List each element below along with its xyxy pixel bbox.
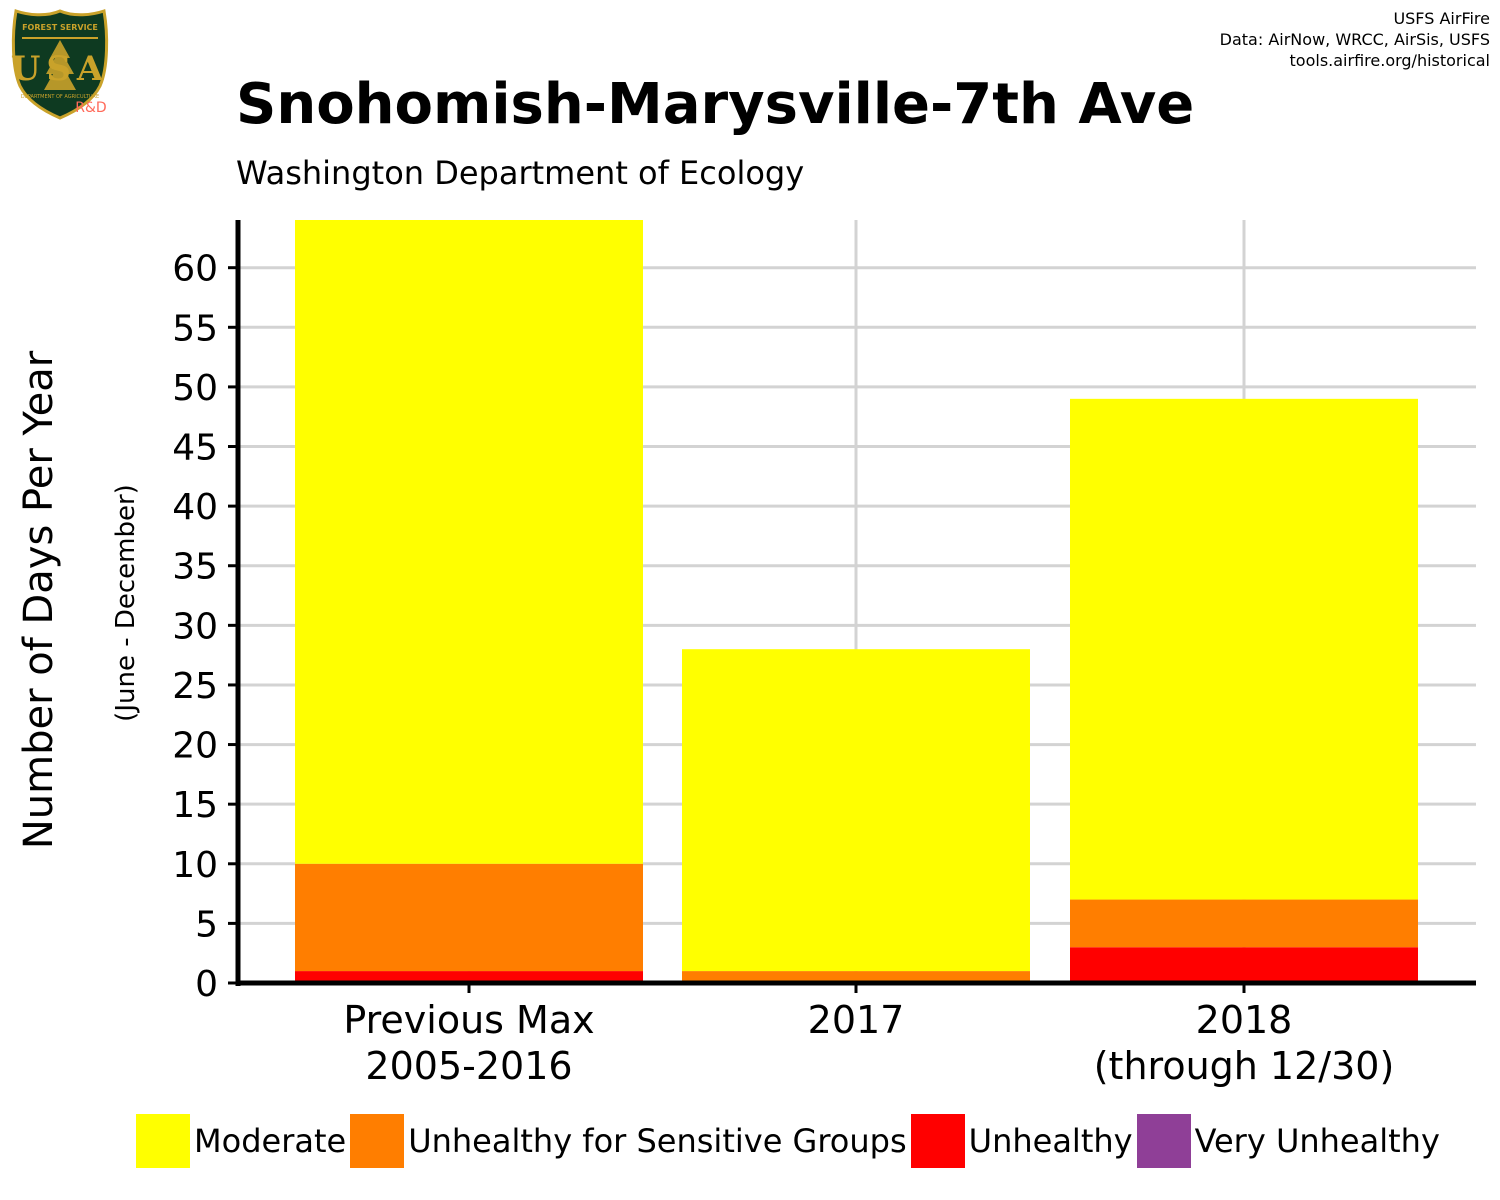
bar-segment bbox=[295, 971, 643, 983]
legend-swatch bbox=[1136, 1114, 1191, 1168]
bar-segment bbox=[682, 649, 1030, 972]
y-tick-label: 60 bbox=[172, 249, 218, 290]
bars bbox=[295, 220, 1418, 983]
y-axis-label: Number of Days Per Year bbox=[16, 350, 62, 849]
bar-segment bbox=[295, 863, 643, 972]
legend-item: Unhealthy for Sensitive Groups bbox=[350, 1114, 910, 1168]
credit-line: Data: AirNow, WRCC, AirSis, USFS bbox=[1219, 30, 1490, 49]
logo-top-text: FOREST SERVICE bbox=[22, 23, 98, 32]
chart-subtitle: Washington Department of Ecology bbox=[236, 154, 805, 192]
x-tick-label: (through 12/30) bbox=[1094, 1044, 1395, 1088]
y-tick-label: 20 bbox=[172, 726, 218, 767]
y-tick-label: 5 bbox=[195, 904, 218, 945]
legend-swatch bbox=[910, 1114, 965, 1168]
x-tick-label: Previous Max bbox=[343, 998, 594, 1042]
logo-bottom-text: DEPARTMENT OF AGRICULTURE bbox=[21, 94, 99, 100]
bar-segment bbox=[1070, 899, 1418, 948]
bar-segment bbox=[1070, 398, 1418, 900]
legend-swatch bbox=[350, 1114, 405, 1168]
legend-label: Unhealthy bbox=[968, 1122, 1133, 1160]
x-tick-label: 2005-2016 bbox=[365, 1044, 572, 1088]
credit-line: tools.airfire.org/historical bbox=[1289, 51, 1490, 70]
legend-item: Very Unhealthy bbox=[1136, 1114, 1444, 1168]
bar-segment bbox=[682, 971, 1030, 983]
chart-title: Snohomish-Marysville-7th Ave bbox=[236, 72, 1195, 137]
legend: Moderate Unhealthy for Sensitive Groups Un… bbox=[136, 1113, 1444, 1169]
y-tick-label: 10 bbox=[172, 845, 218, 886]
y-tick-label: 0 bbox=[195, 964, 218, 1005]
legend-item: Moderate bbox=[136, 1114, 350, 1168]
axes bbox=[228, 220, 1476, 993]
bar-segment bbox=[295, 220, 643, 864]
legend-item: Unhealthy bbox=[910, 1114, 1137, 1168]
y-tick-label: 25 bbox=[172, 666, 218, 707]
x-tick-label: 2017 bbox=[808, 998, 905, 1042]
y-tick-label: 30 bbox=[172, 606, 218, 647]
credits: USFS AirFire Data: AirNow, WRCC, AirSis,… bbox=[1220, 8, 1490, 71]
logo-rd-label: R&D bbox=[75, 100, 106, 116]
legend-label: Unhealthy for Sensitive Groups bbox=[408, 1122, 907, 1160]
forest-service-logo: FOREST SERVICE USA DEPARTMENT OF AGRICUL… bbox=[11, 9, 109, 120]
y-tick-label: 55 bbox=[172, 308, 218, 349]
legend-label: Very Unhealthy bbox=[1194, 1122, 1440, 1160]
y-axis-sublabel: (June - December) bbox=[111, 484, 141, 722]
bar-segment bbox=[1070, 947, 1418, 983]
y-tick-labels: 0 5 10 15 20 25 30 35 40 45 50 55 60 bbox=[172, 249, 218, 1005]
y-tick-label: 45 bbox=[172, 428, 218, 469]
y-tick-label: 15 bbox=[172, 785, 218, 826]
y-tick-label: 40 bbox=[172, 487, 218, 528]
y-tick-label: 35 bbox=[172, 547, 218, 588]
legend-label: Moderate bbox=[194, 1122, 347, 1160]
x-tick-label: 2018 bbox=[1196, 998, 1293, 1042]
credit-line: USFS AirFire bbox=[1393, 9, 1490, 28]
stacked-bar-chart: 0 5 10 15 20 25 30 35 40 45 50 55 60 Previous Max200… bbox=[16, 220, 1476, 1088]
legend-swatch bbox=[136, 1114, 190, 1168]
y-tick-label: 50 bbox=[172, 368, 218, 409]
